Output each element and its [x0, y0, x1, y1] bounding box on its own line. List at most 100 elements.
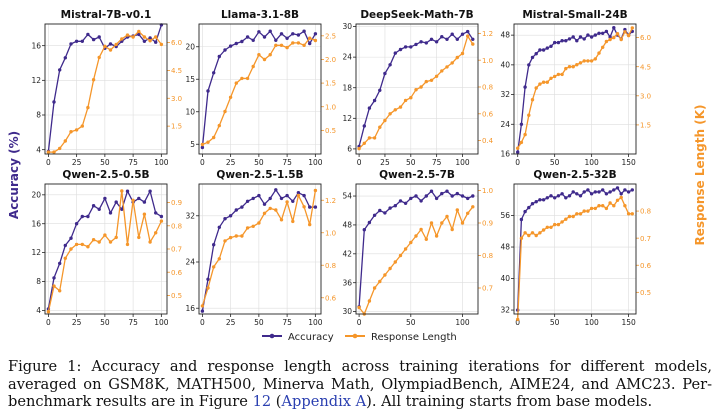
- x-tick-label: 75: [128, 158, 138, 167]
- length-point: [69, 130, 73, 134]
- y-right-tick-label: 0.6: [325, 294, 337, 302]
- length-point: [612, 35, 616, 40]
- length-point: [142, 35, 147, 39]
- y-right-tick-label: 1.5: [640, 121, 651, 129]
- length-point: [630, 212, 634, 216]
- accuracy-point: [372, 98, 377, 103]
- y-left-tick-label: 16: [500, 150, 510, 159]
- length-point: [154, 231, 158, 235]
- length-point: [593, 206, 597, 211]
- length-point: [367, 136, 372, 140]
- length-point: [608, 37, 612, 42]
- length-point: [549, 76, 553, 81]
- length-point: [527, 113, 531, 117]
- accuracy-point: [125, 189, 130, 193]
- length-point: [103, 44, 107, 48]
- accuracy-point: [549, 44, 553, 48]
- length-point: [268, 206, 272, 211]
- x-tick-label: 0: [515, 318, 520, 327]
- accuracy-point: [262, 202, 267, 206]
- chart-panel-3: DeepSeek-Math-7B 0 25 50 75 100 6 12 18 24 30 0.4 0.…: [342, 9, 493, 167]
- y-left-tick-label: 54: [342, 192, 352, 201]
- accuracy-point: [419, 199, 423, 203]
- accuracy-point: [200, 145, 205, 150]
- length-point: [530, 98, 535, 102]
- accuracy-point: [455, 37, 459, 41]
- y-right-tick-label: 1.5: [325, 80, 336, 88]
- x-tick-label: 50: [406, 318, 416, 327]
- accuracy-point: [137, 196, 141, 201]
- accuracy-point: [460, 32, 465, 36]
- caption-figure-link[interactable]: 12: [252, 393, 272, 410]
- accuracy-point: [471, 37, 475, 41]
- accuracy-point: [567, 37, 572, 41]
- length-point: [148, 240, 152, 244]
- accuracy-point: [69, 236, 73, 240]
- accuracy-point: [429, 37, 434, 41]
- length-point: [455, 208, 459, 212]
- length-point: [429, 221, 434, 225]
- accuracy-point: [245, 199, 250, 203]
- length-point: [582, 209, 586, 213]
- accuracy-point: [593, 33, 597, 37]
- accuracy-point: [564, 196, 568, 200]
- length-point: [434, 234, 439, 238]
- caption-appendix-link[interactable]: Appendix A: [281, 393, 367, 410]
- length-point: [378, 125, 382, 129]
- accuracy-point: [530, 202, 535, 206]
- accuracy-point: [556, 40, 561, 45]
- length-point: [80, 124, 85, 128]
- length-point: [615, 198, 620, 202]
- accuracy-point: [154, 40, 158, 44]
- length-point: [97, 55, 101, 60]
- accuracy-point: [582, 37, 586, 41]
- length-point: [103, 233, 107, 237]
- length-point: [279, 218, 284, 222]
- accuracy-point: [378, 88, 382, 93]
- y-right-tick-label: 4.5: [171, 67, 182, 75]
- accuracy-point: [302, 193, 306, 198]
- figure-caption: Figure 1: Accuracy and response length a…: [8, 358, 712, 411]
- accuracy-point: [97, 207, 101, 211]
- accuracy-point: [200, 309, 205, 313]
- accuracy-point: [393, 51, 397, 55]
- y-right-tick-label: 0.7: [640, 235, 651, 243]
- accuracy-point: [471, 194, 475, 198]
- accuracy-point: [108, 211, 113, 215]
- length-point: [212, 265, 216, 269]
- accuracy-point: [262, 35, 267, 39]
- y-left-tick-label: 32: [185, 211, 195, 220]
- length-point: [262, 211, 267, 215]
- accuracy-point: [362, 228, 366, 232]
- accuracy-point: [228, 44, 233, 48]
- length-point: [582, 59, 586, 63]
- accuracy-point: [578, 194, 583, 198]
- accuracy-point: [217, 54, 221, 59]
- accuracy-point: [367, 106, 372, 110]
- accuracy-point: [148, 189, 152, 193]
- chart-panel-4: Mistral-Small-24B 0 50 100 150 16 24 32 40 48 1.5 3…: [500, 9, 651, 167]
- length-point: [291, 219, 295, 224]
- length-point: [553, 74, 557, 79]
- accuracy-point: [291, 199, 295, 203]
- length-point: [578, 61, 583, 65]
- x-tick-label: 100: [308, 158, 323, 167]
- length-point: [125, 242, 130, 247]
- accuracy-point: [103, 196, 107, 201]
- y-right-tick-label: 1.2: [482, 30, 493, 38]
- accuracy-point: [274, 38, 278, 42]
- length-point: [74, 242, 79, 247]
- length-point: [217, 257, 221, 261]
- length-point: [137, 29, 141, 34]
- x-tick-label: 25: [226, 318, 236, 327]
- y-right-tick-label: 0.8: [482, 84, 493, 92]
- accuracy-point: [257, 193, 261, 198]
- length-point: [91, 238, 96, 242]
- accuracy-point: [142, 39, 147, 43]
- y-right-tick-label: 1.5: [171, 123, 182, 131]
- accuracy-series-line: [358, 190, 474, 307]
- y-right-tick-label: 2.0: [325, 56, 336, 64]
- y-left-tick-label: 56: [500, 211, 510, 220]
- y-left-tick-label: 48: [500, 243, 510, 252]
- length-point: [545, 80, 549, 84]
